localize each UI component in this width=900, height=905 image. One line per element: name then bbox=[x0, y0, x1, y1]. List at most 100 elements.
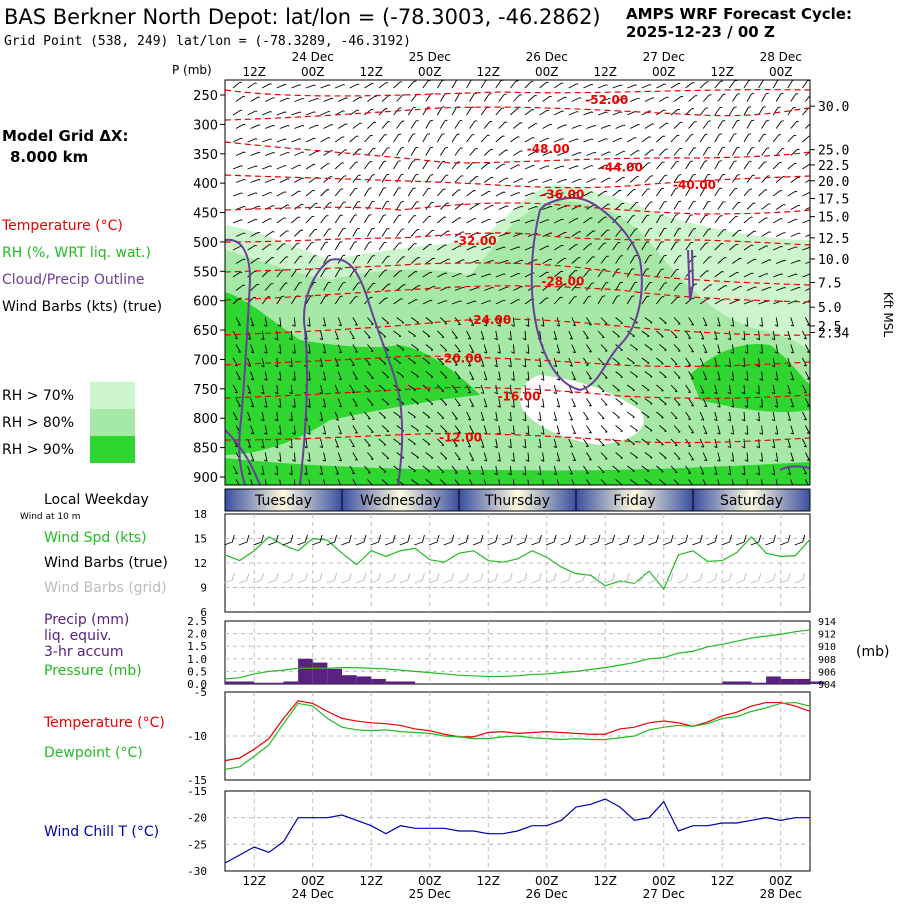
pressure-tick-label: 850 bbox=[193, 442, 218, 457]
wind-barb bbox=[378, 241, 387, 251]
wind-barb bbox=[600, 97, 611, 102]
wind-barb bbox=[407, 133, 416, 143]
wind-barb bbox=[322, 317, 327, 327]
wind-barb bbox=[349, 330, 355, 340]
wind-barb bbox=[393, 438, 402, 446]
wind-barb bbox=[615, 255, 624, 264]
wind-barb bbox=[759, 371, 763, 381]
wind-barb bbox=[425, 425, 434, 432]
wind-barb bbox=[513, 150, 523, 156]
wind-barb bbox=[568, 411, 573, 421]
wind-barb bbox=[410, 173, 419, 183]
temp-contour-label: -12.00 bbox=[439, 431, 482, 445]
wind-barb bbox=[454, 286, 465, 291]
wind-barb bbox=[306, 344, 311, 354]
wind-barb bbox=[776, 259, 786, 264]
bottom-time-label: 12Z bbox=[594, 874, 618, 888]
wind-barb bbox=[276, 111, 287, 116]
wind-barb bbox=[731, 479, 734, 485]
wind-barb bbox=[277, 425, 282, 435]
wind-barb bbox=[440, 425, 448, 433]
wind-barb bbox=[261, 83, 272, 89]
surface-wind-barb bbox=[692, 534, 703, 546]
wind-barb bbox=[437, 188, 446, 197]
wind-barb bbox=[542, 258, 553, 264]
wind-barb bbox=[802, 246, 810, 251]
wind-speed-label: Wind Spd (kts) bbox=[44, 530, 147, 546]
wind-barb bbox=[381, 317, 390, 325]
wind-barb bbox=[729, 160, 737, 170]
wind-barb bbox=[263, 452, 268, 462]
wind-barb bbox=[232, 384, 238, 394]
wind-barb bbox=[422, 80, 431, 89]
grid-wind-barb bbox=[385, 572, 396, 584]
wind-barb bbox=[320, 110, 331, 116]
forecast-cycle-value: 2025-12-23 / 00 Z bbox=[626, 23, 775, 41]
rh80-region bbox=[225, 200, 810, 485]
wind-barb bbox=[741, 411, 746, 422]
wind-barb bbox=[556, 479, 560, 485]
wind-barb bbox=[396, 371, 405, 378]
wind-barb bbox=[425, 146, 434, 156]
wind-barb bbox=[787, 190, 798, 197]
wind-barb bbox=[334, 465, 339, 475]
wind-barb bbox=[308, 124, 319, 129]
wind-barb bbox=[422, 299, 433, 305]
wind-barb bbox=[323, 202, 332, 210]
wind-barb bbox=[729, 133, 737, 143]
wind-barb bbox=[396, 344, 405, 351]
wind-barb bbox=[644, 425, 653, 432]
wind-barb bbox=[320, 137, 331, 143]
wind-barb bbox=[586, 256, 595, 264]
wind-barb bbox=[410, 398, 419, 405]
wind-barb bbox=[352, 122, 362, 129]
wind-barb bbox=[717, 146, 725, 156]
wind-barb bbox=[741, 465, 746, 476]
wind-barb bbox=[730, 425, 735, 435]
wind-barb bbox=[685, 357, 692, 366]
wind-barb bbox=[513, 205, 524, 210]
wind-barb bbox=[586, 344, 592, 353]
wind-barb bbox=[746, 286, 757, 291]
wind-barb bbox=[481, 218, 491, 224]
wind-barb bbox=[656, 330, 664, 338]
wind-barb bbox=[699, 270, 709, 278]
wind-barb bbox=[495, 246, 506, 251]
bottom-time-label: 12Z bbox=[711, 874, 735, 888]
wind-barb bbox=[319, 465, 324, 476]
wind-barb bbox=[714, 384, 718, 395]
legend-rh70: RH > 70% bbox=[2, 388, 74, 404]
wind-barb bbox=[451, 273, 462, 278]
wind-barb bbox=[790, 452, 794, 462]
wind-barb bbox=[308, 479, 311, 485]
wind-barb bbox=[673, 317, 681, 325]
wind-barb bbox=[511, 371, 515, 381]
wind-barb bbox=[542, 232, 553, 237]
wind-barb bbox=[571, 178, 582, 183]
wind-barb bbox=[481, 300, 491, 305]
wind-barb bbox=[454, 398, 461, 407]
wind-barb bbox=[337, 452, 342, 462]
wind-barb bbox=[263, 398, 268, 408]
wind-barb bbox=[554, 218, 564, 224]
wind-barb bbox=[540, 371, 545, 381]
wind-barb bbox=[451, 217, 462, 224]
wind-barb bbox=[232, 109, 243, 116]
precip-bar bbox=[356, 676, 372, 684]
wind-barb bbox=[542, 151, 553, 156]
wind-barb bbox=[539, 271, 549, 278]
wind-barb bbox=[659, 201, 667, 210]
wind-barb bbox=[247, 192, 258, 197]
grid-wind-barb bbox=[238, 572, 250, 584]
wind-barb bbox=[437, 216, 447, 224]
wind-barb bbox=[276, 295, 285, 305]
wind-barb bbox=[393, 187, 401, 197]
wind-barb bbox=[714, 299, 725, 305]
wind-barb bbox=[334, 136, 345, 143]
wind-barb bbox=[586, 178, 597, 183]
wind-barb bbox=[729, 106, 737, 116]
wind-barb bbox=[641, 357, 650, 365]
wind-barb bbox=[250, 257, 260, 264]
surface-wind-barb bbox=[326, 534, 338, 546]
wind-barb bbox=[306, 425, 311, 435]
